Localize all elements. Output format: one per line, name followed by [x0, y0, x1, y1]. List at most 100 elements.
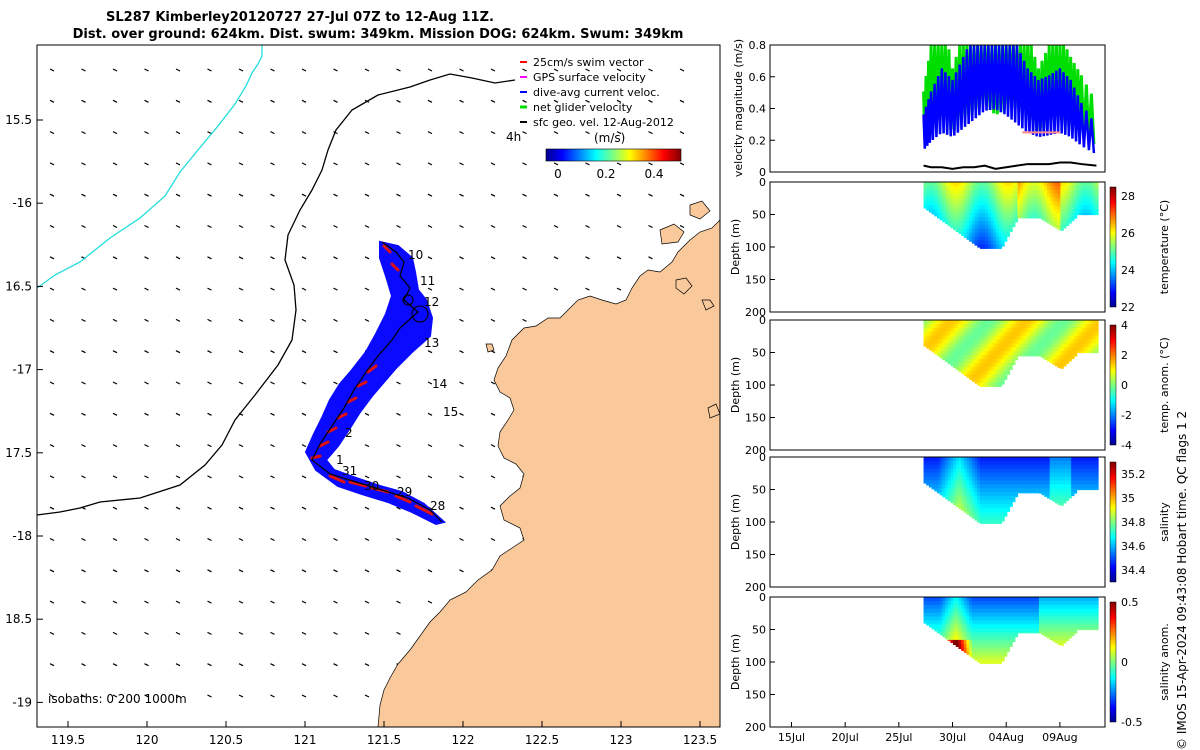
section-cell	[934, 351, 938, 355]
section-cell	[936, 355, 941, 357]
section-cell	[931, 320, 935, 325]
section-cell	[1089, 480, 1094, 485]
section-cell	[990, 362, 994, 368]
section-cell	[982, 484, 986, 489]
section-cell	[1057, 639, 1062, 645]
velocity-arrow	[333, 631, 338, 635]
section-cell	[993, 232, 997, 238]
section-cell	[969, 632, 973, 637]
section-cell	[958, 221, 962, 226]
section-cell	[945, 472, 949, 478]
section-cell	[985, 499, 989, 505]
section-cell	[950, 484, 954, 489]
section-cell	[979, 320, 984, 325]
section-cell	[998, 496, 1002, 501]
section-colorbar	[1109, 461, 1117, 583]
section-cell	[977, 331, 981, 337]
section-cell	[1017, 632, 1021, 634]
section-cell	[1025, 217, 1029, 219]
section-cell	[990, 503, 994, 509]
section-cell	[966, 597, 970, 602]
section-cell	[982, 651, 986, 657]
section-cell	[966, 643, 970, 649]
section-cell	[958, 597, 962, 602]
section-cell	[1065, 182, 1070, 187]
section-cell	[977, 366, 981, 372]
section-cell	[1065, 224, 1070, 226]
section-cell	[1028, 205, 1032, 210]
section-cell	[1014, 197, 1019, 203]
section-cell	[961, 189, 965, 195]
section-cell	[947, 464, 951, 470]
day-label: 29	[397, 485, 412, 499]
section-cell	[1022, 197, 1027, 203]
section-cell	[953, 488, 957, 493]
day-label: 2	[345, 426, 353, 440]
section-cell	[1049, 597, 1053, 602]
section-cell	[1065, 597, 1070, 602]
section-cell	[958, 232, 962, 234]
section-cell	[1030, 189, 1035, 195]
section-cell	[1017, 323, 1021, 329]
section-cell	[950, 464, 954, 470]
section-cell	[990, 480, 994, 485]
velocity-arrow	[585, 224, 590, 229]
section-cell	[1022, 460, 1027, 466]
section-cell	[931, 472, 935, 478]
section-cell	[998, 378, 1002, 383]
section-cell	[987, 323, 992, 329]
section-cell	[1009, 355, 1013, 360]
section-cell	[963, 236, 968, 238]
section-cell	[1006, 496, 1011, 501]
section-cell	[1055, 323, 1059, 329]
section-cell	[974, 335, 978, 341]
section-cell	[961, 476, 965, 481]
section-cell	[1081, 600, 1086, 606]
section-cell	[1001, 221, 1005, 226]
section-cell	[958, 472, 962, 478]
section-cell	[1020, 620, 1024, 625]
velocity-arrow	[679, 224, 685, 229]
section-cell	[1063, 624, 1067, 629]
section-cell	[985, 197, 989, 203]
section-cell	[987, 511, 992, 517]
section-cell	[1071, 189, 1075, 195]
section-cell	[982, 327, 986, 333]
section-cell	[985, 366, 989, 372]
section-cell	[926, 347, 930, 349]
section-cell	[1055, 193, 1059, 199]
velocity-arrow	[301, 412, 307, 416]
section-ytick-label: 150	[745, 412, 766, 425]
section-cell	[996, 484, 1000, 489]
section-cell	[963, 484, 968, 489]
section-cell	[1063, 320, 1067, 325]
section-cell	[1095, 468, 1099, 474]
section-cell	[979, 327, 984, 333]
velocity-arrow	[333, 68, 338, 72]
velocity-arrow	[396, 99, 401, 103]
section-cell	[1052, 476, 1056, 481]
velocity-arrow	[585, 131, 590, 135]
section-cell	[1033, 327, 1037, 333]
section-cell	[945, 597, 949, 602]
section-cell	[1057, 600, 1062, 606]
section-cell	[928, 597, 933, 602]
section-cell	[1009, 209, 1013, 214]
section-cell	[1068, 347, 1072, 352]
section-cell	[1044, 339, 1048, 344]
velocity-arrow	[679, 99, 685, 103]
section-cell	[979, 480, 984, 485]
section-cell	[974, 382, 978, 384]
section-cell	[998, 323, 1002, 329]
section-cell	[974, 339, 978, 344]
section-cell	[1073, 460, 1078, 466]
section-cell	[947, 636, 951, 641]
section-cell	[1084, 488, 1088, 491]
section-cell	[993, 655, 997, 660]
velocity-arrow	[238, 256, 244, 260]
section-cell	[996, 366, 1000, 372]
section-cell	[985, 193, 989, 199]
section-cell	[1044, 472, 1048, 478]
section-cell	[993, 209, 997, 214]
section-cell	[1030, 182, 1035, 187]
